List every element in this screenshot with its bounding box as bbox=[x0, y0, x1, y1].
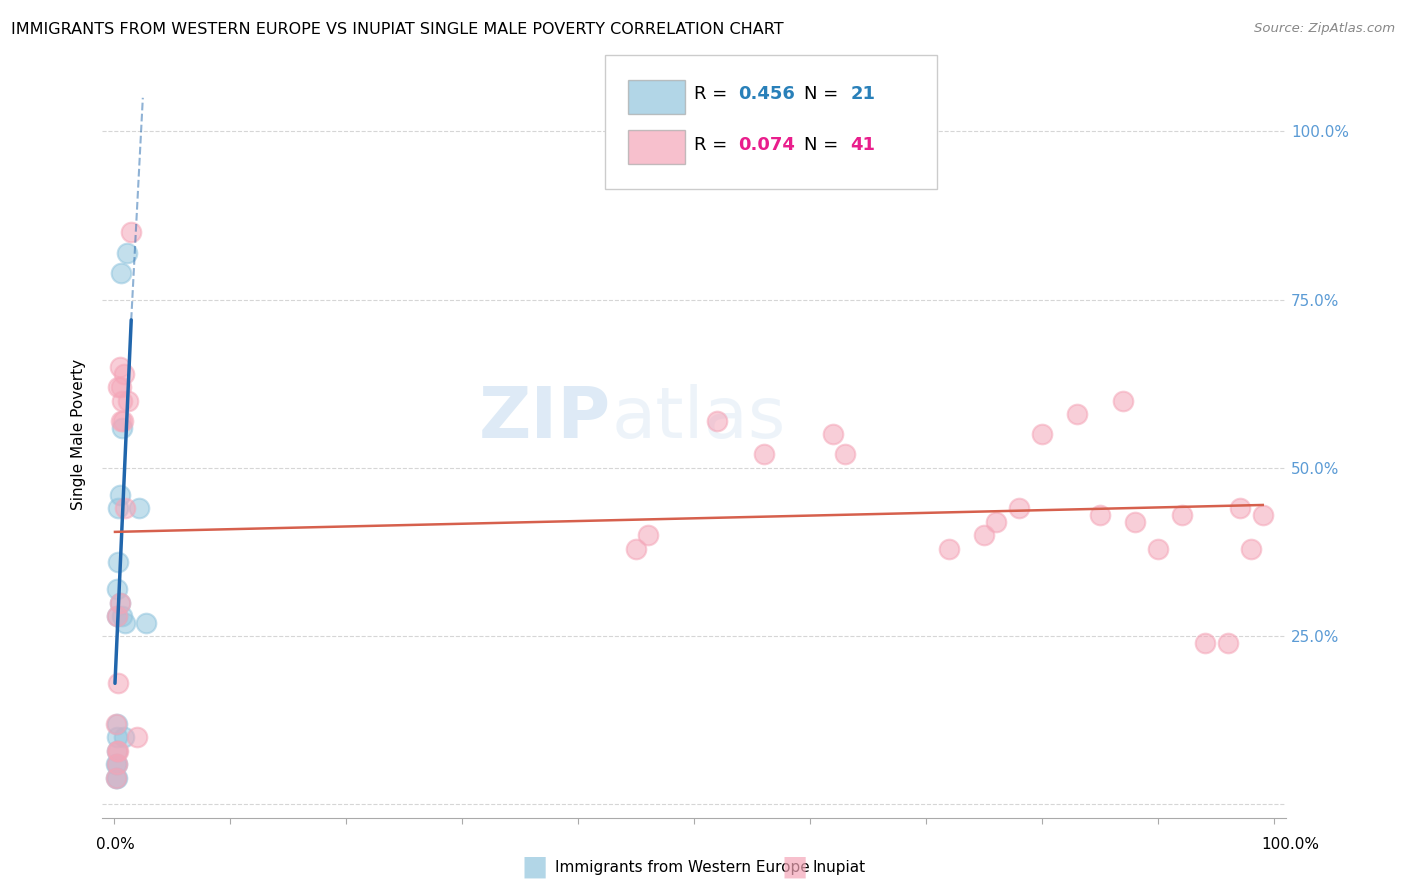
FancyBboxPatch shape bbox=[606, 54, 936, 189]
Point bbox=[637, 528, 659, 542]
Y-axis label: Single Male Poverty: Single Male Poverty bbox=[72, 359, 86, 510]
Point bbox=[973, 528, 995, 542]
Point bbox=[115, 245, 138, 260]
Point bbox=[105, 757, 128, 772]
Point bbox=[105, 757, 128, 772]
Point bbox=[105, 582, 128, 596]
Point bbox=[105, 716, 128, 731]
Text: Immigrants from Western Europe: Immigrants from Western Europe bbox=[555, 860, 810, 874]
Text: N =: N = bbox=[804, 136, 844, 154]
Text: Source: ZipAtlas.com: Source: ZipAtlas.com bbox=[1254, 22, 1395, 36]
Point bbox=[107, 555, 129, 569]
Point bbox=[105, 716, 128, 731]
Point bbox=[110, 380, 132, 394]
Point bbox=[1066, 407, 1088, 421]
Point bbox=[1147, 541, 1170, 556]
Text: 100.0%: 100.0% bbox=[1261, 838, 1319, 852]
Point bbox=[111, 393, 134, 408]
Text: R =: R = bbox=[695, 86, 733, 103]
Point bbox=[110, 266, 132, 280]
Point bbox=[135, 615, 157, 630]
Point bbox=[107, 501, 129, 516]
Text: 0.0%: 0.0% bbox=[96, 838, 135, 852]
Point bbox=[117, 393, 139, 408]
Point bbox=[1240, 541, 1263, 556]
Point bbox=[114, 501, 136, 516]
Point bbox=[112, 414, 135, 428]
Point bbox=[1251, 508, 1274, 522]
Point bbox=[1170, 508, 1192, 522]
Point bbox=[1031, 427, 1053, 442]
Point bbox=[125, 730, 148, 744]
Point bbox=[107, 676, 129, 690]
Point bbox=[706, 414, 728, 428]
Text: ZIP: ZIP bbox=[479, 384, 612, 453]
Point bbox=[105, 771, 128, 785]
Point bbox=[105, 771, 128, 785]
Text: Inupiat: Inupiat bbox=[813, 860, 866, 874]
Text: ■: ■ bbox=[782, 853, 807, 881]
Point bbox=[111, 609, 134, 624]
Point bbox=[823, 427, 845, 442]
Point bbox=[105, 757, 128, 772]
Point bbox=[1123, 515, 1146, 529]
Point bbox=[107, 380, 129, 394]
Point bbox=[120, 226, 142, 240]
Text: 41: 41 bbox=[851, 136, 876, 154]
Text: IMMIGRANTS FROM WESTERN EUROPE VS INUPIAT SINGLE MALE POVERTY CORRELATION CHART: IMMIGRANTS FROM WESTERN EUROPE VS INUPIA… bbox=[11, 22, 785, 37]
Point bbox=[938, 541, 960, 556]
Point bbox=[984, 515, 1007, 529]
Point bbox=[108, 359, 131, 374]
Point bbox=[105, 744, 128, 758]
Point bbox=[114, 615, 136, 630]
Point bbox=[107, 744, 129, 758]
Point bbox=[112, 730, 135, 744]
Point bbox=[1216, 636, 1239, 650]
Point bbox=[112, 367, 135, 381]
Point bbox=[105, 609, 128, 624]
Point bbox=[128, 501, 150, 516]
Point bbox=[1229, 501, 1251, 516]
FancyBboxPatch shape bbox=[628, 80, 685, 113]
Point bbox=[105, 771, 128, 785]
FancyBboxPatch shape bbox=[628, 130, 685, 164]
Text: R =: R = bbox=[695, 136, 733, 154]
Point bbox=[108, 596, 131, 610]
Point bbox=[110, 414, 132, 428]
Text: ■: ■ bbox=[522, 853, 547, 881]
Point bbox=[111, 420, 134, 434]
Point bbox=[1112, 393, 1135, 408]
Point bbox=[624, 541, 647, 556]
Point bbox=[108, 596, 131, 610]
Text: N =: N = bbox=[804, 86, 844, 103]
Point bbox=[105, 609, 128, 624]
Point bbox=[1008, 501, 1031, 516]
Text: 0.456: 0.456 bbox=[738, 86, 794, 103]
Text: 0.074: 0.074 bbox=[738, 136, 794, 154]
Point bbox=[108, 488, 131, 502]
Point bbox=[1194, 636, 1216, 650]
Point bbox=[105, 730, 128, 744]
Point bbox=[105, 744, 128, 758]
Text: 21: 21 bbox=[851, 86, 876, 103]
Point bbox=[1090, 508, 1112, 522]
Text: atlas: atlas bbox=[612, 384, 786, 453]
Point bbox=[752, 448, 775, 462]
Point bbox=[834, 448, 856, 462]
